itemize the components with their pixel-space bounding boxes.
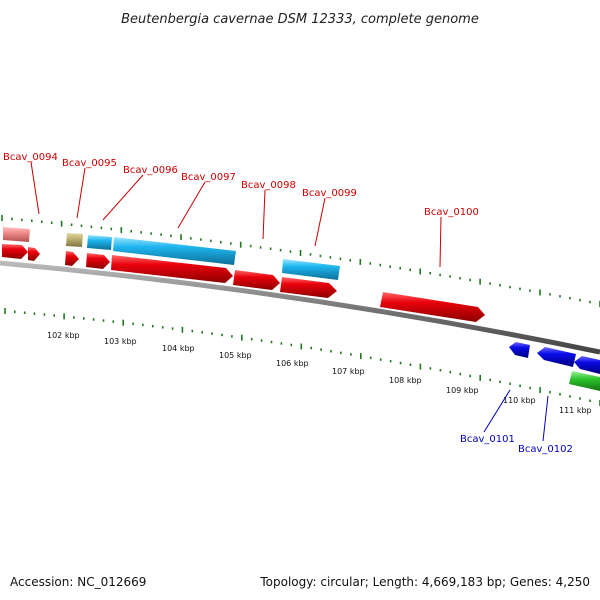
genome-backbone: [0, 260, 600, 355]
leader-line-bcav-0096: [102, 174, 144, 221]
leader-line-bcav-0100: [439, 216, 442, 268]
ruler-label-109: 109 kbp: [446, 386, 479, 395]
leader-line-bcav-0099: [314, 197, 326, 247]
feature-cyan-block-1[interactable]: [87, 235, 112, 250]
feature-cyan-block-3[interactable]: [282, 259, 340, 280]
cds-forward-4[interactable]: [86, 253, 110, 269]
cds-forward-5[interactable]: [111, 255, 233, 283]
gene-label-bcav-0097[interactable]: Bcav_0097: [181, 172, 236, 183]
outer-tick-ring: [1, 215, 600, 307]
accession-text: Accession: NC_012669: [10, 575, 146, 589]
feature-pink-block[interactable]: [3, 227, 30, 242]
genome-summary-text: Topology: circular; Length: 4,669,183 bp…: [259, 575, 590, 589]
forward-label-lines: [30, 161, 442, 268]
cds-forward-2[interactable]: [28, 247, 40, 261]
gene-label-bcav-0098[interactable]: Bcav_0098: [241, 180, 296, 191]
gene-label-bcav-0096[interactable]: Bcav_0096: [123, 165, 178, 176]
ruler-label-111: 111 kbp: [559, 406, 592, 415]
gene-label-bcav-0094[interactable]: Bcav_0094: [3, 152, 58, 163]
cds-forward-3[interactable]: [65, 251, 79, 266]
gene-label-bcav-0101[interactable]: Bcav_0101: [460, 434, 515, 445]
gene-label-bcav-0100[interactable]: Bcav_0100: [424, 207, 479, 218]
leader-line-bcav-0094: [30, 161, 40, 215]
feature-row-upper: [3, 227, 340, 280]
ruler-labels: 102 kbp 103 kbp 104 kbp 105 kbp 106 kbp …: [47, 331, 592, 415]
cds-forward-6[interactable]: [233, 270, 280, 290]
gene-label-bcav-0099[interactable]: Bcav_0099: [302, 188, 357, 199]
ruler-tick-ring: [4, 308, 600, 406]
ruler-label-105: 105 kbp: [219, 351, 252, 360]
leader-line-bcav-0097: [177, 181, 206, 229]
cds-reverse-3[interactable]: [574, 356, 600, 374]
cds-forward-7[interactable]: [280, 277, 337, 298]
forward-cds-row: [2, 244, 485, 322]
feature-green-block[interactable]: [569, 371, 600, 391]
cds-reverse-1[interactable]: [509, 342, 530, 358]
ruler-label-104: 104 kbp: [162, 344, 195, 353]
cds-forward-1[interactable]: [2, 244, 28, 259]
leader-line-bcav-0098: [262, 189, 266, 240]
feature-cyan-block-2[interactable]: [113, 237, 236, 265]
gene-label-bcav-0102[interactable]: Bcav_0102: [518, 444, 573, 455]
ruler-label-106: 106 kbp: [276, 359, 309, 368]
genome-title: Beutenbergia cavernae DSM 12333, complet…: [121, 12, 479, 27]
reverse-label-lines: [483, 389, 549, 442]
cds-forward-8[interactable]: [380, 292, 485, 322]
ruler-label-110: 110 kbp: [503, 396, 536, 405]
cds-reverse-2[interactable]: [537, 347, 576, 367]
leader-line-bcav-0095: [76, 167, 86, 219]
ruler-label-107: 107 kbp: [332, 367, 365, 376]
ruler-label-108: 108 kbp: [389, 376, 422, 385]
leader-line-bcav-0101: [483, 389, 511, 433]
ruler-label-102: 102 kbp: [47, 331, 80, 340]
gene-label-bcav-0095[interactable]: Bcav_0095: [62, 158, 117, 169]
reverse-cds-row: [509, 342, 600, 391]
feature-olive-block[interactable]: [66, 233, 83, 247]
leader-line-bcav-0102: [542, 395, 549, 442]
ruler-label-103: 103 kbp: [104, 337, 137, 346]
